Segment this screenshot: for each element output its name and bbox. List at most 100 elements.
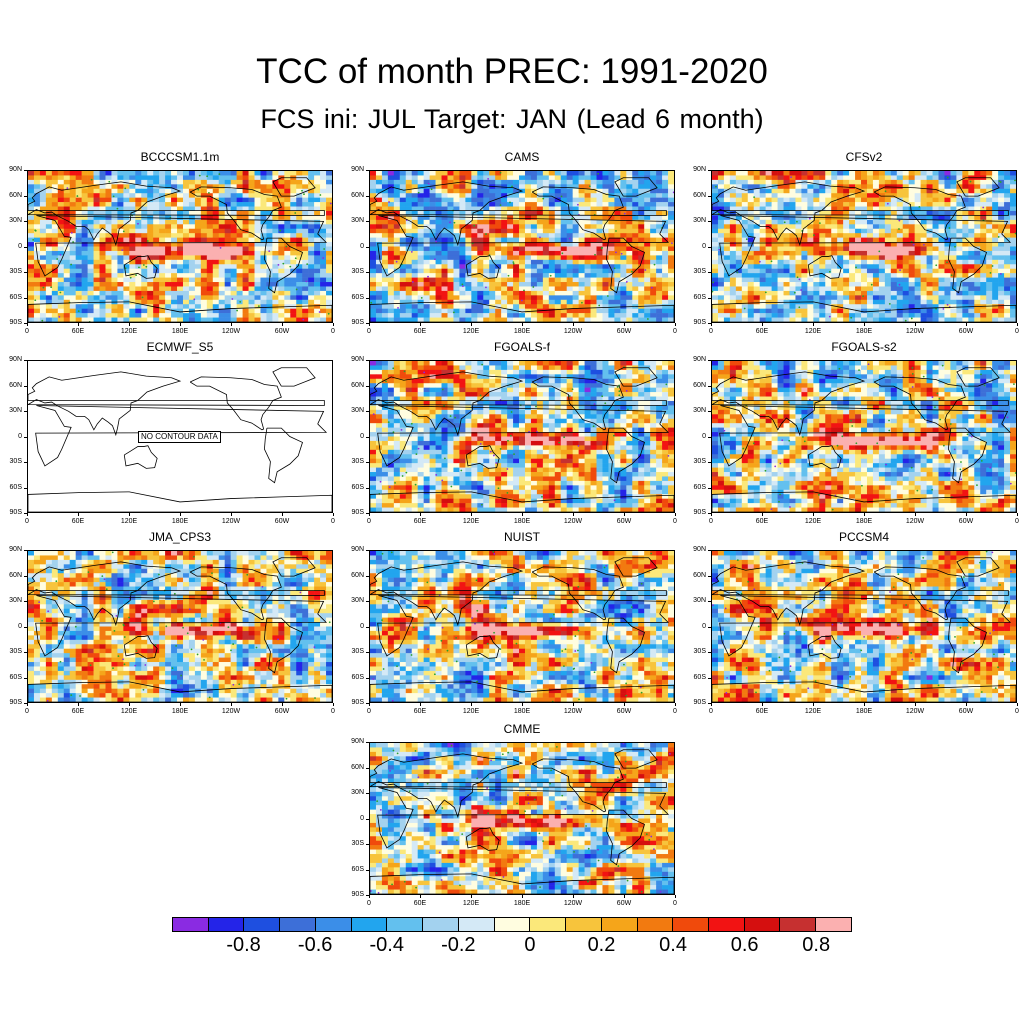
lon-tick-label: 60W	[958, 518, 974, 525]
panel-title: FGOALS-f	[493, 340, 550, 354]
lon-tick	[624, 323, 625, 326]
lon-tick	[624, 703, 625, 706]
lat-tick	[708, 462, 711, 463]
lon-tick	[675, 323, 676, 326]
lat-tick	[708, 487, 711, 489]
lon-tick-label: 0	[331, 328, 335, 335]
colorbar-cell	[315, 918, 352, 931]
lon-tick-label: 180E	[171, 708, 189, 715]
lon-tick	[675, 513, 676, 516]
lon-tick-label: 120E	[462, 708, 480, 715]
lat-tick-label: 30N	[693, 407, 706, 414]
coastline	[614, 367, 658, 387]
significance-dots	[32, 173, 332, 322]
lon-tick-label: 180E	[513, 518, 531, 525]
colorbar-cell	[244, 918, 281, 931]
lon-tick	[813, 703, 814, 706]
map-panel: BCCCSM1.1m 90N 60N 30N 0 30S 60S 90S 0 60E 120E 180…	[0, 150, 360, 340]
coastline	[370, 873, 674, 894]
map-panel: FGOALS-f 90N 60N 30N 0 30S 60S 90S 0 60E 120E 180E 1…	[342, 340, 702, 530]
tcc-field	[370, 743, 674, 894]
coastline	[531, 566, 624, 621]
lat-tick	[708, 272, 711, 273]
lat-tick	[708, 323, 711, 324]
lon-tick	[813, 323, 814, 326]
colorbar-label: -0.8	[226, 934, 261, 956]
colorbar-cell	[780, 918, 817, 931]
lon-tick-label: 0	[367, 328, 371, 335]
lat-tick	[366, 462, 369, 463]
coastline	[807, 635, 842, 659]
tcc-shading	[370, 361, 674, 512]
tcc-shading	[712, 551, 1016, 702]
lon-tick-label: 60W	[616, 900, 632, 907]
lat-tick-label: 60S	[351, 673, 364, 681]
coastline	[873, 186, 966, 241]
coastline	[272, 177, 316, 197]
lat-tick	[24, 436, 27, 438]
no-data-note: NO CONTOUR DATA	[138, 431, 221, 443]
lat-tick-label: 60S	[9, 293, 22, 301]
colorbar-label: 0	[524, 934, 536, 956]
lat-tick-label: 30N	[9, 597, 22, 604]
lon-tick-label: 0	[1015, 328, 1019, 335]
lon-tick-label: 120W	[563, 708, 583, 715]
coastline	[807, 445, 842, 469]
colorbar-cell	[173, 918, 209, 931]
coastline	[719, 405, 1012, 467]
coastline	[123, 635, 158, 659]
lon-tick-label: 60W	[616, 708, 632, 715]
lon-tick	[369, 703, 370, 706]
tcc-field	[28, 551, 332, 702]
lat-tick-label: 90S	[693, 319, 706, 326]
lon-tick	[27, 323, 28, 326]
lon-tick-label: 120E	[120, 708, 138, 715]
lon-tick	[522, 323, 523, 326]
lon-tick-label: 120W	[563, 900, 583, 907]
lon-tick-label: 0	[673, 518, 677, 525]
lat-tick	[24, 601, 27, 602]
lat-tick-label: 90N	[351, 738, 364, 745]
lon-tick	[420, 703, 421, 706]
lon-tick-label: 120E	[462, 518, 480, 525]
lon-tick-label: 0	[673, 900, 677, 907]
lat-tick	[24, 195, 27, 197]
colorbar-cell	[709, 918, 745, 931]
lat-tick-label: 60N	[351, 191, 364, 199]
lat-tick-label: 0	[360, 432, 364, 440]
coastline	[948, 427, 987, 484]
lat-tick-label: 0	[360, 814, 364, 822]
lat-tick	[708, 360, 711, 361]
lat-tick-label: 30S	[9, 268, 22, 275]
lat-tick	[366, 601, 369, 602]
lat-tick	[708, 626, 711, 628]
coastline	[712, 491, 1016, 512]
lat-tick-label: 60N	[693, 191, 706, 199]
correlation-map	[369, 550, 675, 703]
lon-tick	[813, 513, 814, 516]
lat-tick-label: 60N	[9, 381, 22, 389]
lon-tick-label: 0	[1015, 518, 1019, 525]
colorbar-cell	[387, 918, 424, 931]
lat-tick	[366, 360, 369, 361]
lat-tick	[366, 652, 369, 653]
lon-tick	[27, 703, 28, 706]
lon-tick	[129, 323, 130, 326]
lon-tick	[762, 703, 763, 706]
coastline	[370, 301, 674, 322]
colorbar-label: 0.2	[587, 934, 616, 956]
lat-tick-label: 90N	[351, 546, 364, 553]
tcc-field	[712, 171, 1016, 322]
coastline	[956, 557, 1000, 577]
lat-tick-label: 0	[702, 432, 706, 440]
colorbar-label: -0.6	[297, 934, 333, 956]
colorbar-cell	[423, 918, 459, 931]
coastline	[606, 809, 645, 866]
map-panel: FGOALS-s2 90N 60N 30N 0 30S 60S 90S 0 60E 120E 180E…	[684, 340, 1024, 530]
lon-tick	[966, 323, 967, 326]
lat-tick	[708, 575, 711, 577]
lat-tick	[24, 170, 27, 171]
lat-tick-label: 60N	[9, 191, 22, 199]
lat-tick	[24, 703, 27, 704]
lat-tick	[708, 677, 711, 679]
